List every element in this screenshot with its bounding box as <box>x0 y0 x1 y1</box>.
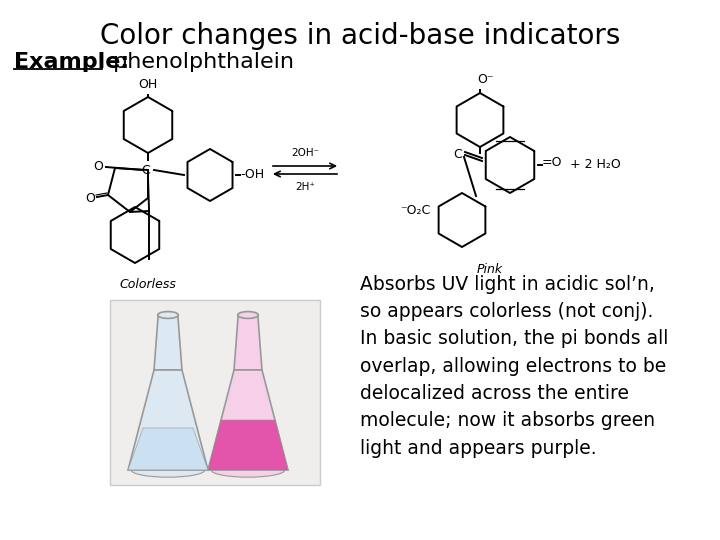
Polygon shape <box>208 420 288 470</box>
Ellipse shape <box>158 312 179 319</box>
Text: 2OH⁻: 2OH⁻ <box>291 148 319 158</box>
Text: -OH: -OH <box>240 168 264 181</box>
Text: 2H⁺: 2H⁺ <box>295 182 315 192</box>
Text: Color changes in acid-base indicators: Color changes in acid-base indicators <box>100 22 620 50</box>
Text: OH: OH <box>138 78 158 91</box>
Text: Pink: Pink <box>477 263 503 276</box>
Text: ⁻O₂C: ⁻O₂C <box>400 204 430 217</box>
Text: phenolphthalein: phenolphthalein <box>106 52 294 72</box>
Text: O: O <box>93 160 103 173</box>
Text: O: O <box>85 192 95 205</box>
Text: C: C <box>454 148 462 161</box>
Polygon shape <box>128 428 208 470</box>
Ellipse shape <box>131 463 204 477</box>
Ellipse shape <box>238 312 258 319</box>
FancyBboxPatch shape <box>110 300 320 485</box>
Text: Colorless: Colorless <box>120 278 176 291</box>
Polygon shape <box>208 370 288 470</box>
Text: O⁻: O⁻ <box>477 73 493 86</box>
Ellipse shape <box>211 463 285 477</box>
Text: =O: =O <box>542 156 562 168</box>
Polygon shape <box>154 315 182 370</box>
Text: Absorbs UV light in acidic sol’n,
so appears colorless (not conj).
In basic solu: Absorbs UV light in acidic sol’n, so app… <box>360 275 668 457</box>
Polygon shape <box>234 315 262 370</box>
Text: Example:: Example: <box>14 52 130 72</box>
Text: + 2 H₂O: + 2 H₂O <box>570 159 621 172</box>
Text: C: C <box>142 164 150 177</box>
Polygon shape <box>128 370 208 470</box>
